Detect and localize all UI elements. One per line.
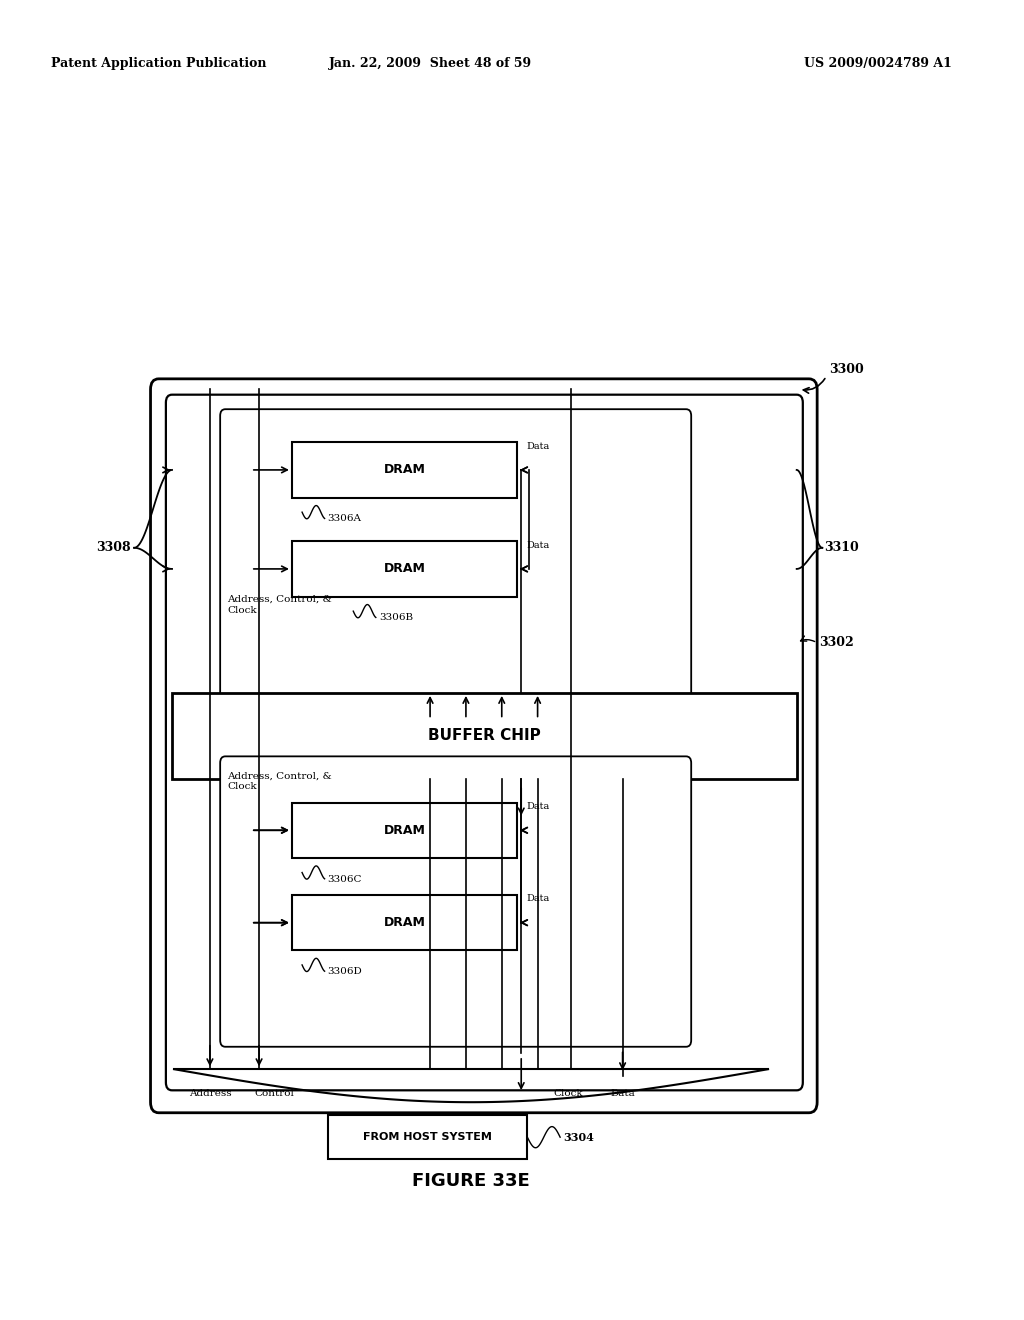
Text: Control: Control — [255, 1089, 294, 1098]
Text: 3304: 3304 — [563, 1133, 594, 1143]
Bar — [172, 693, 797, 779]
Text: DRAM: DRAM — [384, 463, 425, 477]
Text: 3302: 3302 — [819, 636, 854, 649]
Text: Data: Data — [526, 895, 550, 903]
Bar — [292, 803, 517, 858]
FancyBboxPatch shape — [151, 379, 817, 1113]
Text: 3306A: 3306A — [328, 515, 361, 523]
Bar — [292, 442, 517, 498]
Text: Address: Address — [188, 1089, 231, 1098]
Bar — [292, 541, 517, 597]
Text: Data: Data — [610, 1089, 635, 1098]
Text: Jan. 22, 2009  Sheet 48 of 59: Jan. 22, 2009 Sheet 48 of 59 — [329, 57, 531, 70]
Text: FIGURE 33E: FIGURE 33E — [413, 1172, 529, 1191]
Text: US 2009/0024789 A1: US 2009/0024789 A1 — [805, 57, 952, 70]
Text: FROM HOST SYSTEM: FROM HOST SYSTEM — [364, 1133, 492, 1142]
Text: 3306D: 3306D — [328, 968, 362, 975]
Text: 3308: 3308 — [96, 541, 131, 554]
Text: Address, Control, &
Clock: Address, Control, & Clock — [227, 771, 332, 792]
Text: Patent Application Publication: Patent Application Publication — [51, 57, 266, 70]
Text: 3310: 3310 — [824, 541, 859, 554]
Text: DRAM: DRAM — [384, 824, 425, 837]
Bar — [328, 1115, 527, 1159]
Text: Data: Data — [526, 442, 550, 450]
Text: 3306B: 3306B — [379, 614, 413, 622]
Text: Data: Data — [526, 541, 550, 549]
FancyBboxPatch shape — [166, 395, 803, 1090]
Bar — [292, 895, 517, 950]
Text: Data: Data — [526, 803, 550, 810]
Text: Address, Control, &
Clock: Address, Control, & Clock — [227, 594, 332, 615]
Text: BUFFER CHIP: BUFFER CHIP — [428, 729, 541, 743]
Text: Clock: Clock — [554, 1089, 583, 1098]
Text: DRAM: DRAM — [384, 562, 425, 576]
FancyBboxPatch shape — [220, 409, 691, 719]
Text: DRAM: DRAM — [384, 916, 425, 929]
Text: 3300: 3300 — [829, 363, 864, 376]
Text: 3306C: 3306C — [328, 875, 362, 883]
FancyBboxPatch shape — [220, 756, 691, 1047]
